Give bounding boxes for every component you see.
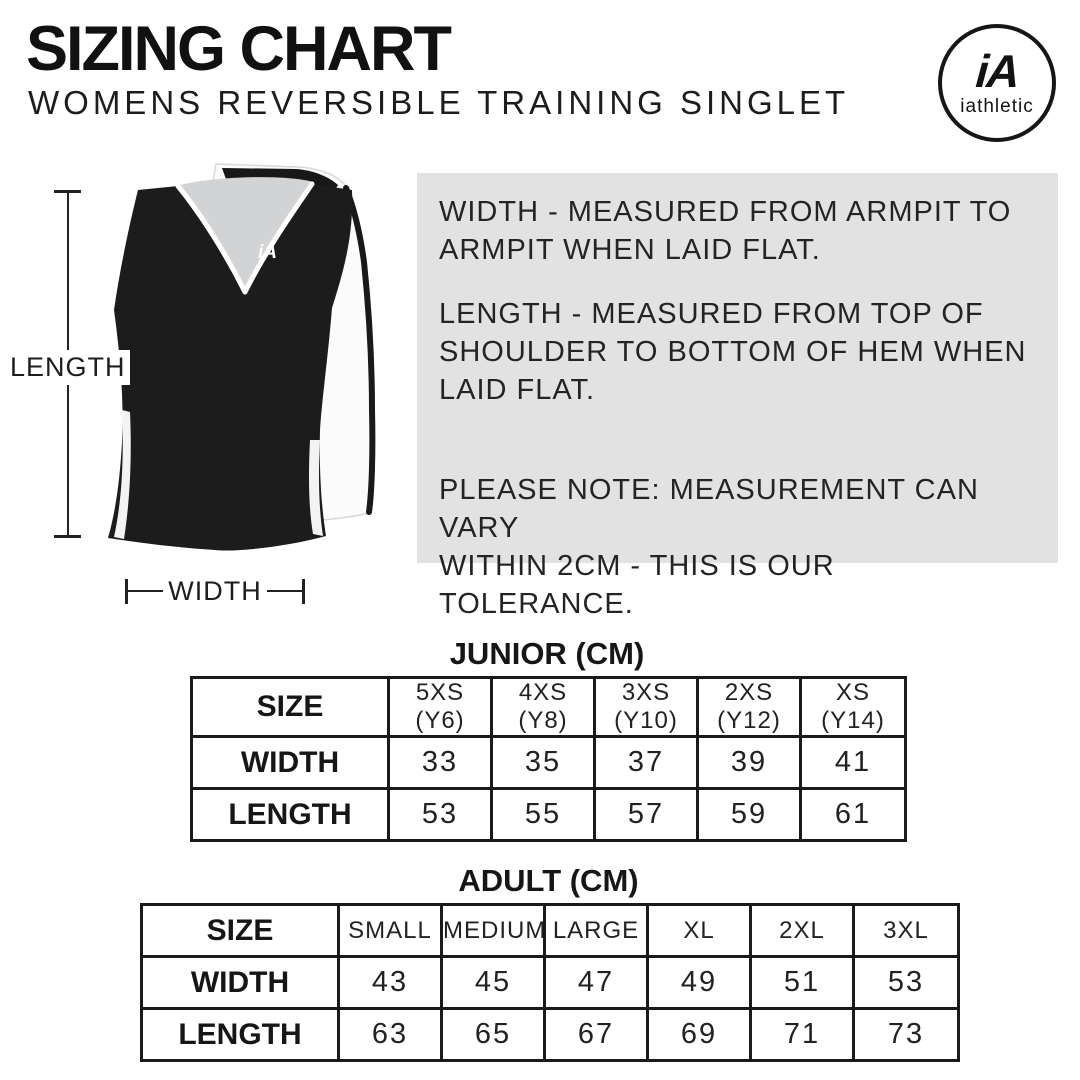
brand-logo: iA iathletic xyxy=(938,24,1056,142)
length-measure-cap-top xyxy=(54,190,81,193)
adult-col-small: SMALL xyxy=(337,903,443,958)
brand-name: iathletic xyxy=(960,96,1034,117)
white-singlet-side-trim xyxy=(343,185,376,515)
brand-monogram-icon: iA xyxy=(974,45,1020,97)
adult-length-value: 63 xyxy=(337,1007,443,1062)
page-title: SIZING CHART xyxy=(26,14,452,84)
junior-width-value: 41 xyxy=(799,735,907,790)
adult-width-value: 47 xyxy=(543,955,649,1010)
garment-logo-white: iA xyxy=(258,242,277,263)
junior-width-label: WIDTH xyxy=(190,735,390,790)
junior-length-label: LENGTH xyxy=(190,787,390,842)
side-panel-left xyxy=(114,410,131,539)
junior-length-value: 59 xyxy=(696,787,802,842)
adult-length-value: 65 xyxy=(440,1007,546,1062)
adult-width-value: 49 xyxy=(646,955,752,1010)
table-row: WIDTH 33 35 37 39 41 xyxy=(190,735,907,790)
adult-col-2xl: 2XL xyxy=(749,903,855,958)
note-tolerance: PLEASE NOTE: MEASUREMENT CAN VARY WITHIN… xyxy=(439,474,979,620)
table-row: LENGTH 53 55 57 59 61 xyxy=(190,787,907,842)
width-measure-cap-left xyxy=(125,579,128,604)
junior-length-value: 53 xyxy=(387,787,493,842)
width-label: WIDTH xyxy=(163,576,267,607)
adult-col-3xl: 3XL xyxy=(852,903,960,958)
table-row: LENGTH 63 65 67 69 71 73 xyxy=(140,1007,960,1062)
junior-col-2xs: 2XS (Y12) xyxy=(696,676,802,738)
table-row: WIDTH 43 45 47 49 51 53 xyxy=(140,955,960,1010)
junior-length-value: 55 xyxy=(490,787,596,842)
junior-col-4xs: 4XS (Y8) xyxy=(490,676,596,738)
junior-table-title: JUNIOR (CM) xyxy=(449,636,645,671)
adult-length-value: 73 xyxy=(852,1007,960,1062)
junior-width-value: 37 xyxy=(593,735,699,790)
junior-size-header: SIZE xyxy=(190,676,390,738)
adult-length-label: LENGTH xyxy=(140,1007,340,1062)
adult-width-value: 45 xyxy=(440,955,546,1010)
junior-col-5xs: 5XS (Y6) xyxy=(387,676,493,738)
junior-width-value: 33 xyxy=(387,735,493,790)
adult-table-title: ADULT (CM) xyxy=(458,863,639,898)
junior-length-value: 61 xyxy=(799,787,907,842)
measurement-notes: WIDTH - MEASURED FROM ARMPIT TO ARMPIT W… xyxy=(417,173,1058,620)
length-measure-cap-bottom xyxy=(54,535,81,538)
adult-length-value: 71 xyxy=(749,1007,855,1062)
adult-col-medium: MEDIUM xyxy=(440,903,546,958)
side-panel-right xyxy=(309,440,323,536)
adult-size-table: SIZE SMALL MEDIUM LARGE XL 2XL 3XL WIDTH… xyxy=(140,903,960,1062)
table-row: SIZE 5XS (Y6) 4XS (Y8) 3XS (Y10) 2XS (Y1… xyxy=(190,676,907,738)
adult-width-label: WIDTH xyxy=(140,955,340,1010)
junior-length-value: 57 xyxy=(593,787,699,842)
junior-size-table: SIZE 5XS (Y6) 4XS (Y8) 3XS (Y10) 2XS (Y1… xyxy=(190,676,907,842)
note-length: LENGTH - MEASURED FROM TOP OF SHOULDER T… xyxy=(439,298,1027,406)
adult-width-value: 43 xyxy=(337,955,443,1010)
page-subtitle: WOMENS REVERSIBLE TRAINING SINGLET xyxy=(28,84,850,121)
junior-col-xs: XS (Y14) xyxy=(799,676,907,738)
junior-col-3xs: 3XS (Y10) xyxy=(593,676,699,738)
junior-width-value: 39 xyxy=(696,735,802,790)
width-measure-cap-right xyxy=(302,579,305,604)
vneck-trim xyxy=(175,181,315,295)
length-label: LENGTH xyxy=(6,350,130,385)
adult-length-value: 69 xyxy=(646,1007,752,1062)
table-row: SIZE SMALL MEDIUM LARGE XL 2XL 3XL xyxy=(140,903,960,958)
adult-col-xl: XL xyxy=(646,903,752,958)
neck-lining xyxy=(176,177,314,290)
adult-width-value: 53 xyxy=(852,955,960,1010)
product-image: iA iA xyxy=(108,163,376,551)
adult-size-header: SIZE xyxy=(140,903,340,958)
black-singlet: iA xyxy=(108,181,353,551)
adult-width-value: 51 xyxy=(749,955,855,1010)
adult-length-value: 67 xyxy=(543,1007,649,1062)
junior-width-value: 35 xyxy=(490,735,596,790)
note-width: WIDTH - MEASURED FROM ARMPIT TO ARMPIT W… xyxy=(439,196,1012,266)
adult-col-large: LARGE xyxy=(543,903,649,958)
